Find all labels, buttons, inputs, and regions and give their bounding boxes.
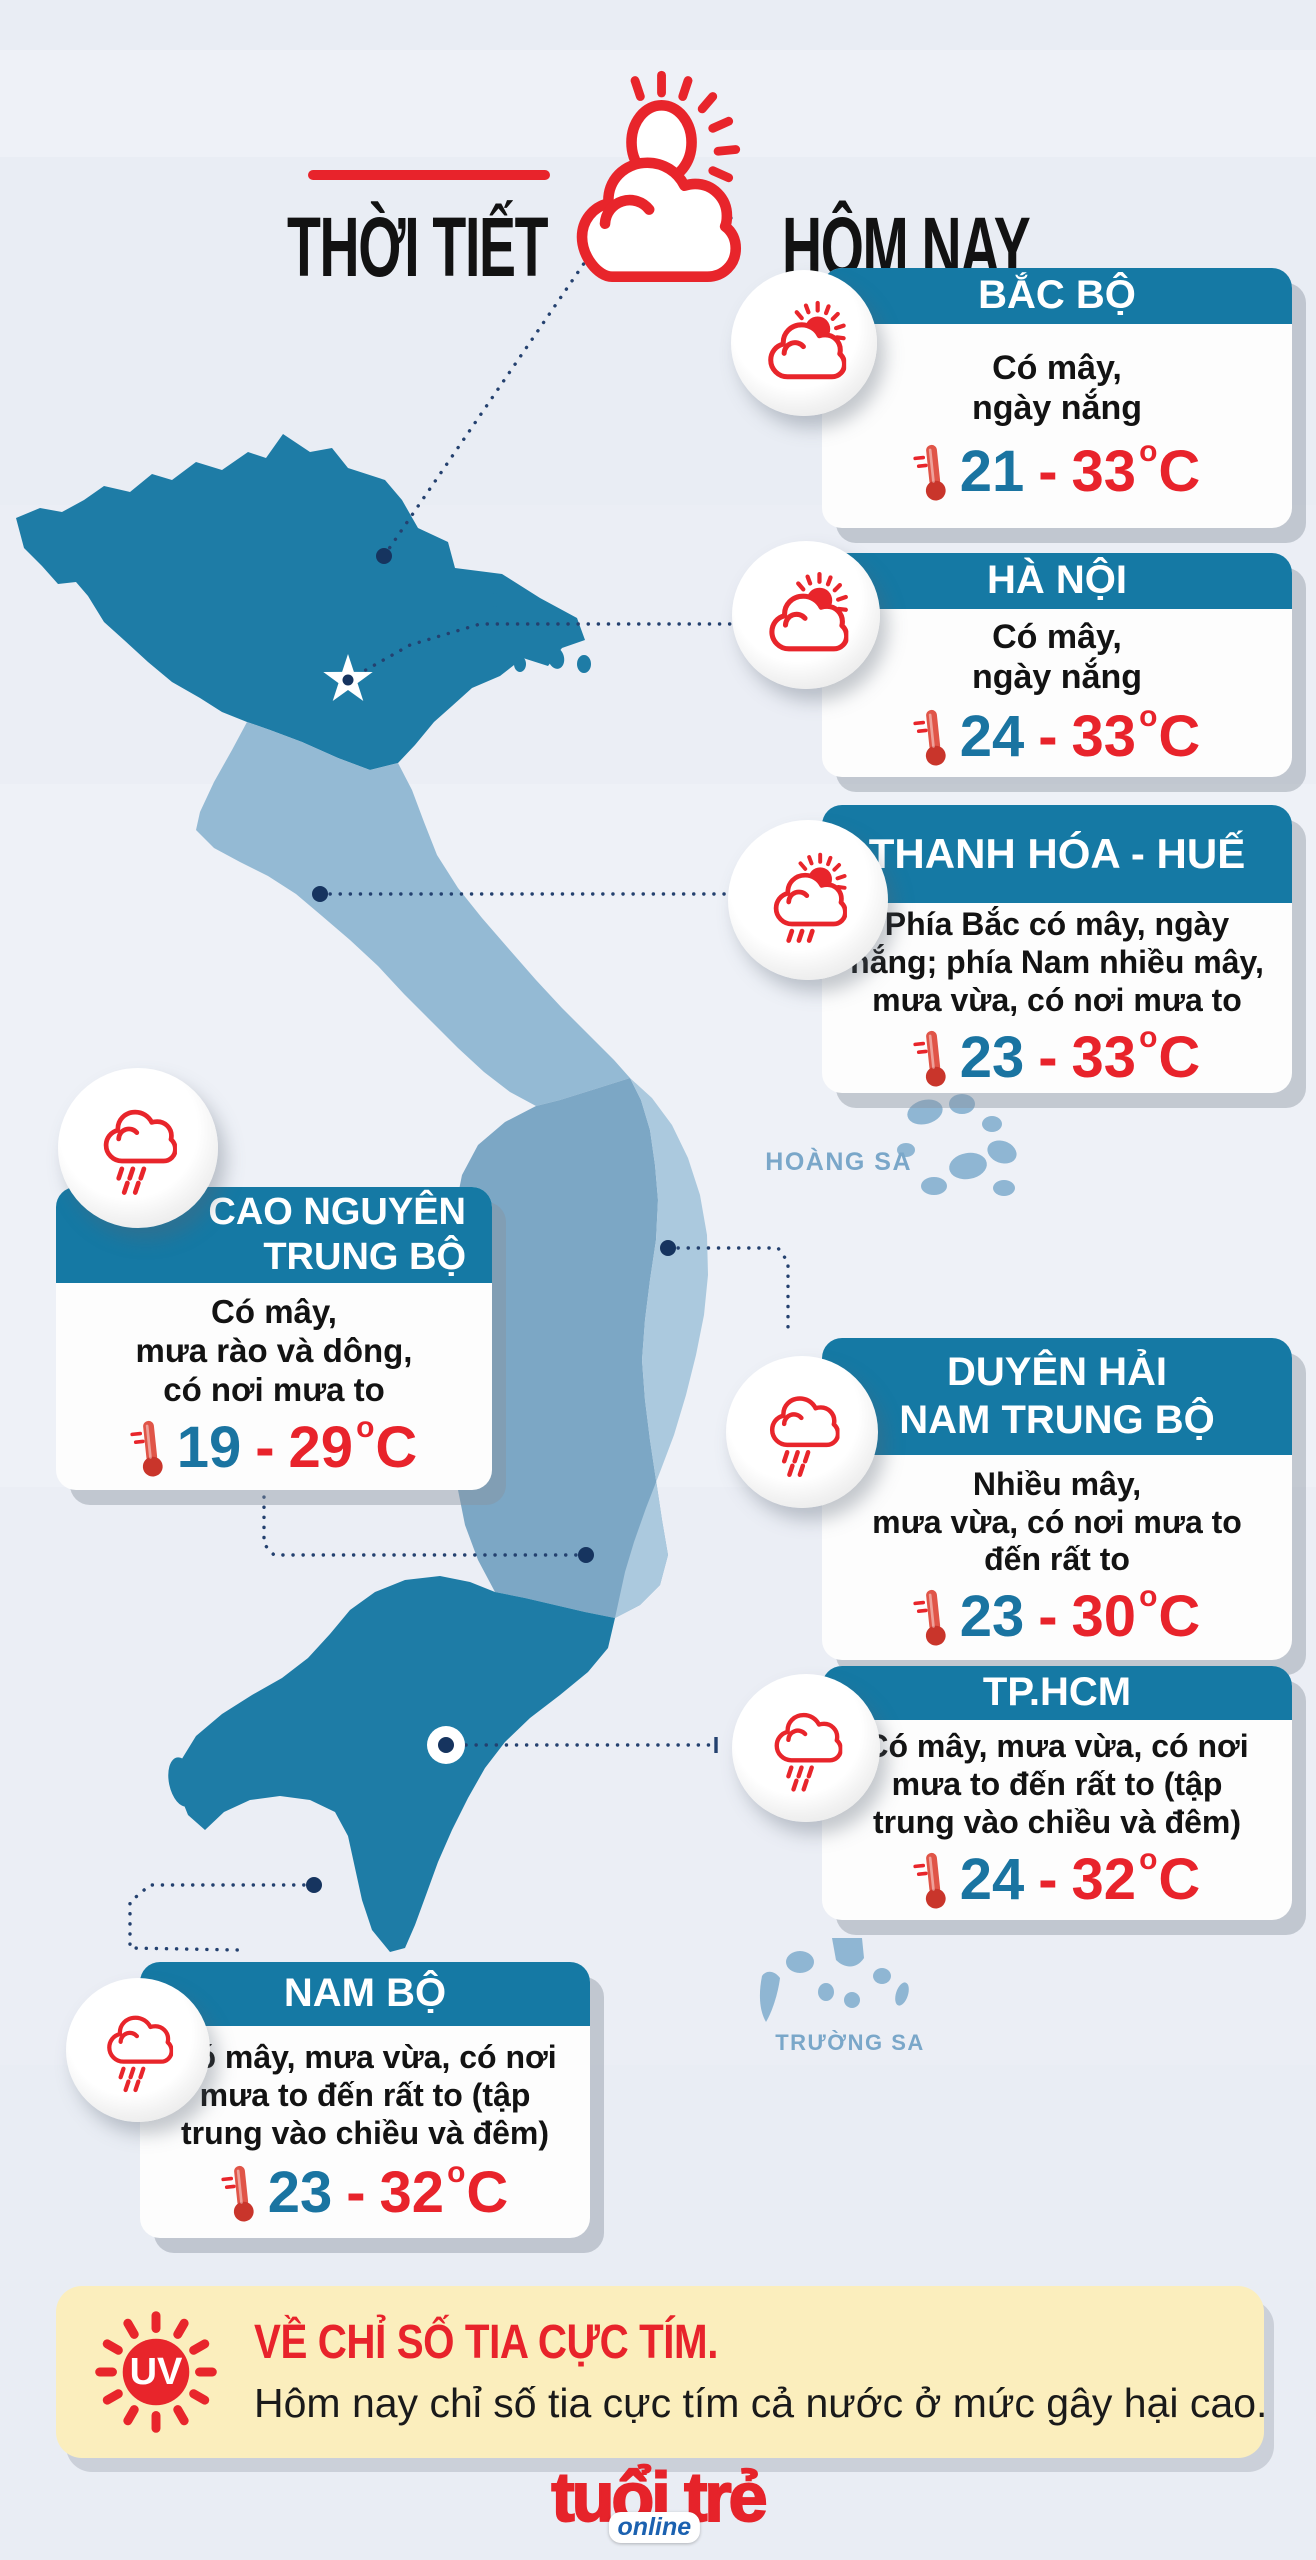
temperature-range: 24-32 o C — [914, 1844, 1200, 1912]
weather-icon-circle — [732, 541, 880, 689]
card-region-title: THANH HÓA - HUẾ — [822, 805, 1292, 903]
card-description: Phía Bắc có mây, ngày nắng; phía Nam nhi… — [850, 906, 1264, 1018]
map-region-nam-bo — [168, 1576, 615, 1952]
card-bac-bo: BẮC BỘ Có mây, ngày nắng 21-33 o C — [822, 268, 1292, 528]
weather-icon-circle — [58, 1068, 218, 1228]
rain-cloud-icon — [755, 1385, 849, 1479]
card-region-title: TP.HCM — [822, 1666, 1292, 1720]
weather-icon-circle — [728, 820, 888, 980]
weather-icon-circle — [731, 270, 877, 416]
connector-lines — [128, 216, 824, 1952]
card-duyen-hai-nam-trung-bo: DUYÊN HẢI NAM TRUNG BỘ Nhiều mây, mưa vừ… — [822, 1338, 1292, 1660]
thermometer-icon — [910, 1583, 952, 1650]
footer-logo: tuổi trẻ online — [550, 2461, 769, 2543]
title-rule-left — [308, 170, 550, 180]
card-description: Nhiều mây, mưa vừa, có nơi mưa to đến rấ… — [872, 1465, 1242, 1578]
rain-cloud-icon — [760, 1702, 852, 1794]
rain-cloud-icon — [88, 1098, 187, 1197]
card-description: Có mây, mưa vừa, có nơi mưa to đến rất t… — [173, 2039, 557, 2151]
card-description: Có mây, ngày nắng — [971, 617, 1143, 696]
card-region-title: HÀ NỘI — [822, 553, 1292, 609]
sun-cloud-icon — [760, 569, 852, 661]
rain-cloud-icon — [93, 2005, 182, 2094]
temperature-range: 23-33 o C — [914, 1022, 1200, 1090]
card-cao-nguyen-trung-bo: CAO NGUYÊN TRUNG BỘ Có mây, mưa rào và d… — [56, 1187, 492, 1490]
temperature-range: 19-29 o C — [131, 1412, 417, 1480]
uv-icon-label: UV — [129, 2350, 183, 2393]
temperature-range: 23-30 o C — [914, 1582, 1200, 1649]
truong-sa-islands — [759, 1938, 909, 2022]
truong-sa-label: TRƯỜNG SA — [775, 2030, 925, 2055]
sun-cloud-icon — [759, 298, 850, 389]
card-description: Có mây, ngày nắng — [971, 348, 1143, 427]
thermometer-icon — [910, 1846, 952, 1913]
uv-sun-icon: UV — [92, 2308, 220, 2436]
header-cloud-sun-icon — [552, 50, 764, 302]
hoang-sa-label: HOÀNG SA — [765, 1147, 912, 1176]
card-tp-hcm: TP.HCM Có mây, mưa vừa, có nơi mưa to đế… — [822, 1666, 1292, 1920]
page-title-left: THỜI TIẾT — [287, 200, 549, 294]
weather-icon-circle — [66, 1978, 210, 2122]
map-region-duyen-hai — [615, 1078, 708, 1618]
card-nam-bo: NAM BỘ Có mây, mưa vừa, có nơi mưa to đế… — [140, 1962, 590, 2238]
temperature-range: 23-32 o C — [222, 2157, 508, 2225]
sun-cloud-rain-icon — [758, 850, 857, 949]
hoang-sa-islands — [897, 1094, 1017, 1196]
thermometer-icon — [127, 1414, 169, 1481]
card-region-title: NAM BỘ — [140, 1962, 590, 2026]
card-region-title: DUYÊN HẢI NAM TRUNG BỘ — [822, 1338, 1292, 1455]
thermometer-icon — [910, 703, 952, 770]
weather-icon-circle — [726, 1356, 878, 1508]
thermometer-icon — [218, 2159, 260, 2226]
uv-text: Hôm nay chỉ số tia cực tím cả nước ở mức… — [254, 2379, 1268, 2426]
temperature-range: 24-33 o C — [914, 702, 1200, 769]
temperature-range: 21-33 o C — [914, 437, 1200, 504]
card-description: Có mây, mưa vừa, có nơi mưa to đến rất t… — [865, 1728, 1249, 1840]
uv-title: VỀ CHỈ SỐ TIA CỰC TÍM. — [254, 2316, 719, 2370]
map-region-bac-bo — [16, 434, 591, 770]
card-description: Có mây, mưa rào và dông, có nơi mưa to — [135, 1293, 413, 1408]
card-thanh-hoa-hue: THANH HÓA - HUẾ Phía Bắc có mây, ngày nắ… — [822, 805, 1292, 1093]
card-region-title: BẮC BỘ — [822, 268, 1292, 324]
thermometer-icon — [910, 1024, 952, 1091]
map-region-thanh-hoa-hue — [196, 722, 630, 1106]
hanoi-star — [323, 654, 373, 701]
thermometer-icon — [910, 438, 952, 505]
card-ha-noi: HÀ NỘI Có mây, ngày nắng 24-33 o C — [822, 553, 1292, 777]
logo-online-badge: online — [608, 2512, 701, 2543]
uv-section: UV VỀ CHỈ SỐ TIA CỰC TÍM. Hôm nay chỉ số… — [56, 2286, 1268, 2458]
weather-icon-circle — [732, 1674, 880, 1822]
